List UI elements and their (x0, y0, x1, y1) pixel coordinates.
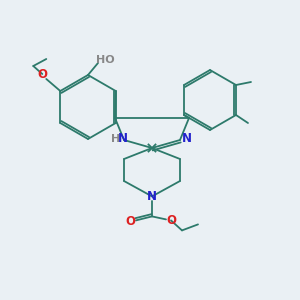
Text: N: N (182, 133, 192, 146)
Text: N: N (147, 190, 157, 203)
Text: HO: HO (96, 55, 114, 65)
Text: O: O (125, 215, 135, 228)
Text: O: O (37, 68, 47, 80)
Text: H: H (111, 134, 121, 144)
Text: O: O (166, 214, 176, 227)
Text: N: N (118, 133, 128, 146)
